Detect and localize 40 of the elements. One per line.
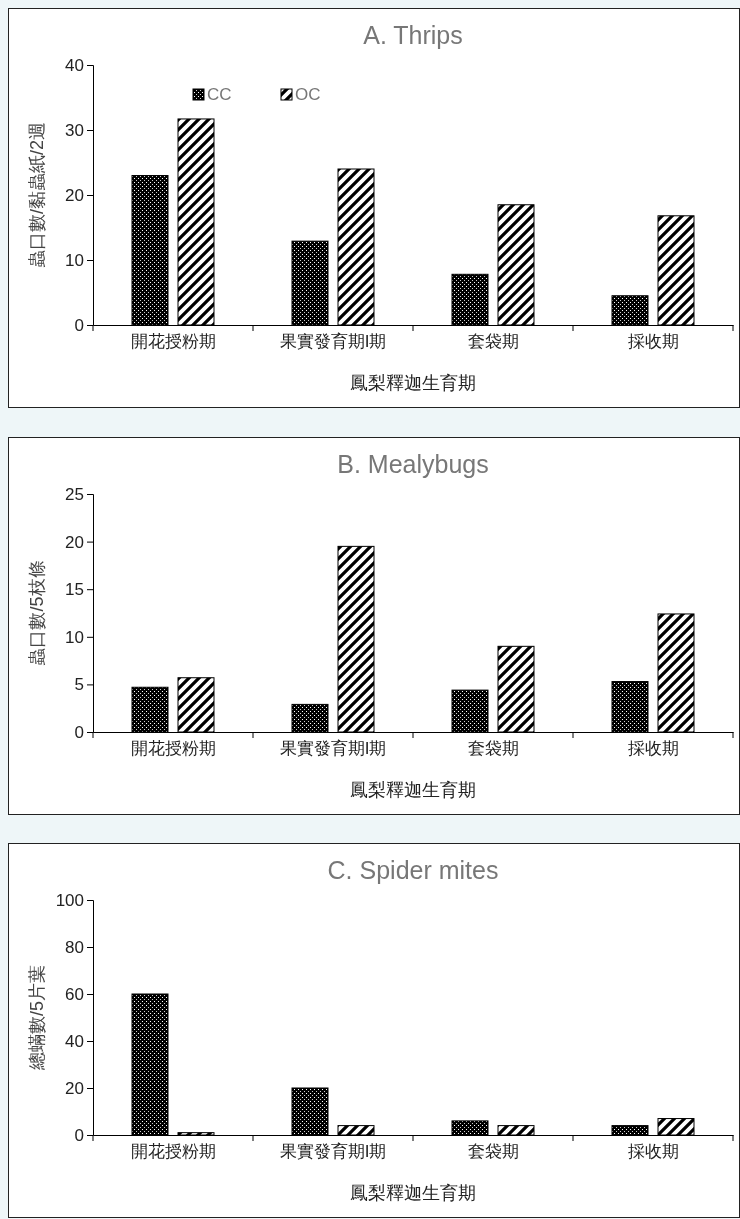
y-tick-label: 15 <box>65 580 84 600</box>
y-axis-title: 蟲口數/黏蟲紙/2週 <box>27 121 47 269</box>
y-tick-label: 10 <box>65 250 84 270</box>
x-tick-label: 採收期 <box>627 1141 679 1161</box>
y-tick-label: 60 <box>65 984 84 1004</box>
y-tick-label: 20 <box>65 532 84 552</box>
y-tick-label: 20 <box>65 185 84 205</box>
x-tick-label: 果實發育期I期 <box>279 1141 387 1161</box>
y-tick-label: 40 <box>65 55 84 75</box>
x-tick-label: 果實發育期I期 <box>279 738 387 758</box>
x-tick-label: 開花授粉期 <box>130 1141 216 1161</box>
x-tick-label: 採收期 <box>627 331 679 351</box>
y-tick-label: 25 <box>65 484 84 504</box>
y-tick-label: 100 <box>55 890 84 910</box>
x-tick-label: 套袋期 <box>467 1141 519 1161</box>
y-axis-title: 蟲口數/5枝條 <box>27 560 47 666</box>
x-tick-label: 採收期 <box>627 738 679 758</box>
y-tick-label: 0 <box>74 315 84 335</box>
x-tick-label: 套袋期 <box>467 738 519 758</box>
legend-label: CC <box>207 85 232 104</box>
chart-title: B. Mealybugs <box>337 450 489 478</box>
x-axis-title: 鳳梨釋迦生育期 <box>350 1183 476 1203</box>
y-tick-label: 20 <box>65 1078 84 1098</box>
y-tick-label: 30 <box>65 120 84 140</box>
y-tick-label: 10 <box>65 627 84 647</box>
y-tick-label: 0 <box>74 1125 84 1145</box>
chart-title: A. Thrips <box>363 21 463 49</box>
y-tick-label: 5 <box>74 675 84 695</box>
y-tick-label: 80 <box>65 937 84 957</box>
x-tick-label: 開花授粉期 <box>130 331 216 351</box>
x-tick-label: 果實發育期I期 <box>279 331 387 351</box>
x-tick-label: 開花授粉期 <box>130 738 216 758</box>
legend-label: OC <box>295 85 321 104</box>
chart-title: C. Spider mites <box>327 856 499 884</box>
x-axis-title: 鳳梨釋迦生育期 <box>350 373 476 393</box>
y-axis-title: 總蟎數/5片葉 <box>27 964 47 1072</box>
x-tick-label: 套袋期 <box>467 331 519 351</box>
y-tick-label: 0 <box>74 722 84 742</box>
x-axis-title: 鳳梨釋迦生育期 <box>350 780 476 800</box>
y-tick-label: 40 <box>65 1031 84 1051</box>
